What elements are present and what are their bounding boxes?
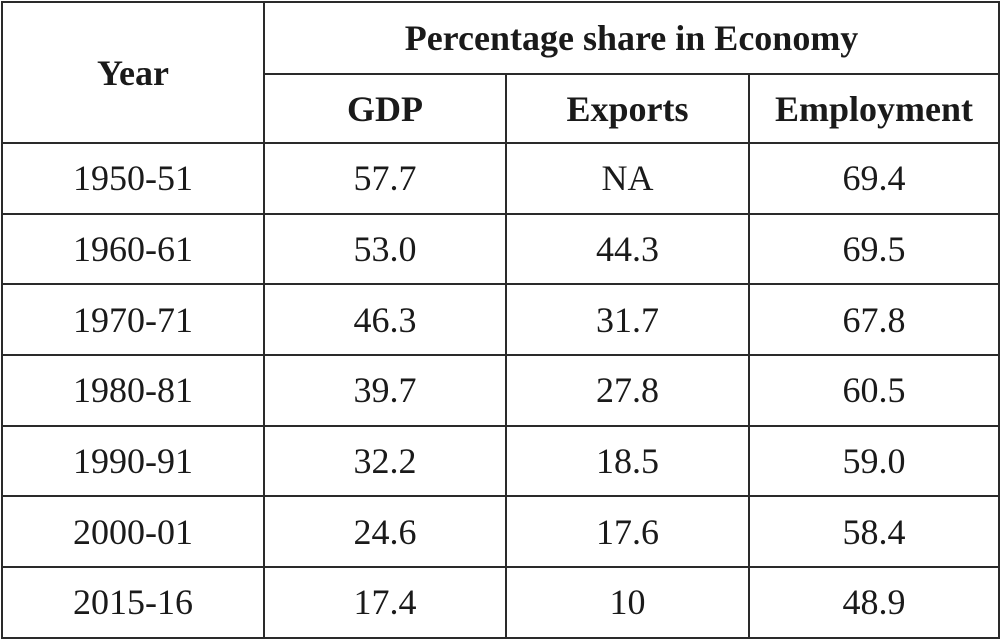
group-header: Percentage share in Economy [262, 1, 1000, 75]
year-cell: 2015-16 [1, 566, 265, 639]
year-cell: 1960-61 [1, 212, 265, 286]
gdp-cell: 24.6 [263, 495, 507, 569]
exports-cell: 18.5 [505, 424, 750, 498]
header-row-group: Year Percentage share in Economy [1, 1, 1000, 144]
table-row: 2015-16 17.4 10 48.9 [1, 566, 1000, 639]
gdp-cell: 53.0 [263, 212, 507, 286]
exports-header: Exports [505, 73, 750, 144]
year-cell: 2000-01 [1, 495, 265, 569]
year-cell: 1990-91 [1, 424, 265, 498]
table-row: 1950-51 57.7 NA 69.4 [1, 142, 1000, 215]
gdp-cell: 17.4 [263, 566, 507, 639]
employment-cell: 48.9 [747, 566, 1000, 639]
table-row: 1990-91 32.2 18.5 59.0 [1, 424, 1000, 498]
employment-cell: 60.5 [747, 354, 1000, 427]
exports-cell: 17.6 [505, 495, 750, 569]
header-row-columns: GDP Exports Employment [2, 73, 1000, 144]
exports-cell: 44.3 [505, 212, 750, 286]
year-cell: 1970-71 [1, 283, 265, 357]
table-row: 2000-01 24.6 17.6 58.4 [1, 495, 1000, 569]
exports-cell: 10 [505, 566, 750, 639]
gdp-cell: 46.3 [263, 283, 507, 357]
exports-cell: NA [505, 142, 750, 215]
year-cell: 1980-81 [1, 354, 265, 427]
year-header: Year [1, 1, 265, 144]
table-row: 1980-81 39.7 27.8 60.5 [1, 354, 1000, 427]
table-row: 1960-61 53.0 44.3 69.5 [1, 212, 1000, 286]
gdp-header: GDP [263, 73, 507, 144]
gdp-cell: 57.7 [263, 142, 507, 215]
employment-cell: 69.5 [747, 212, 1000, 286]
gdp-cell: 32.2 [263, 424, 507, 498]
employment-cell: 59.0 [747, 424, 1000, 498]
year-cell: 1950-51 [1, 142, 265, 215]
employment-cell: 58.4 [747, 495, 1000, 569]
table-row: 1970-71 46.3 31.7 67.8 [1, 283, 1000, 357]
exports-cell: 27.8 [505, 354, 750, 427]
gdp-cell: 39.7 [263, 354, 507, 427]
employment-header: Employment [747, 73, 1000, 144]
employment-cell: 69.4 [747, 142, 1000, 215]
employment-cell: 67.8 [747, 283, 1000, 357]
exports-cell: 31.7 [505, 283, 750, 357]
